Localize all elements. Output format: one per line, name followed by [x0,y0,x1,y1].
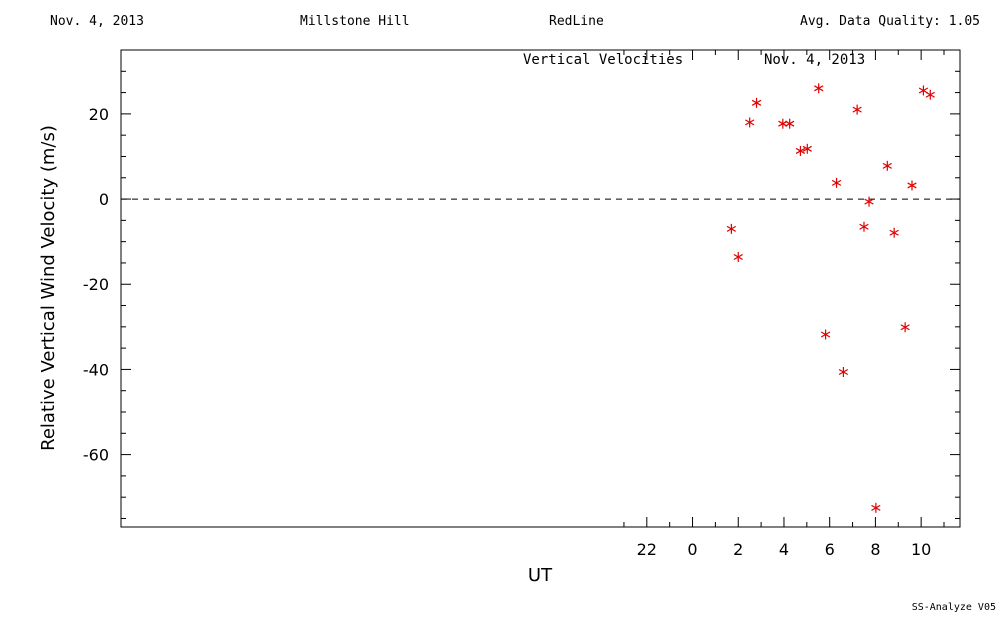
data-point [795,145,806,156]
data-point [882,160,892,171]
x-tick-label: 8 [870,540,880,559]
x-axis-label: UT [528,565,553,586]
data-points [726,83,935,513]
data-point [751,97,762,108]
header-instrument: RedLine [549,14,604,29]
header-date: Nov. 4, 2013 [50,14,144,29]
header-quality: Avg. Data Quality: 1.05 [800,14,981,29]
data-point [733,251,743,262]
y-tick-label: 0 [99,190,109,209]
y-axis-label: Relative Vertical Wind Velocity (m/s) [38,125,59,451]
data-point [900,322,910,333]
plot-title: Vertical Velocities [523,52,683,68]
y-tick-label: -20 [83,275,109,294]
x-tick-label: 4 [779,540,789,559]
y-tick-label: -60 [83,446,109,465]
data-point [859,221,869,232]
data-point [726,223,737,234]
y-tick-labels: 20 0 -20 -40 -60 [83,105,109,465]
data-point [820,329,831,340]
x-tick-label: 22 [637,540,657,559]
data-point [745,117,755,128]
axis-ticks [121,49,960,527]
data-point [918,85,929,96]
y-tick-label: -40 [83,360,109,379]
x-tick-label: 0 [687,540,697,559]
y-tick-label: 20 [89,105,109,124]
data-point [925,89,935,100]
x-tick-label: 6 [825,540,835,559]
plot-frame [120,49,961,528]
header-site: Millstone Hill [300,14,410,29]
data-point [864,196,874,207]
data-point [831,177,842,188]
data-point [785,118,795,129]
plot-subtitle: Nov. 4, 2013 [764,52,865,68]
data-point [778,118,788,129]
data-point [889,227,899,238]
version-label: SS-Analyze V05 [911,602,996,613]
data-point [871,502,881,513]
x-tick-labels: 22 0 2 4 6 8 10 [637,540,932,559]
data-point [907,180,917,191]
x-tick-label: 2 [733,540,743,559]
data-point [838,366,849,377]
data-point [814,83,824,94]
x-tick-label: 10 [911,540,931,559]
data-point [802,143,812,154]
data-point [852,104,862,115]
